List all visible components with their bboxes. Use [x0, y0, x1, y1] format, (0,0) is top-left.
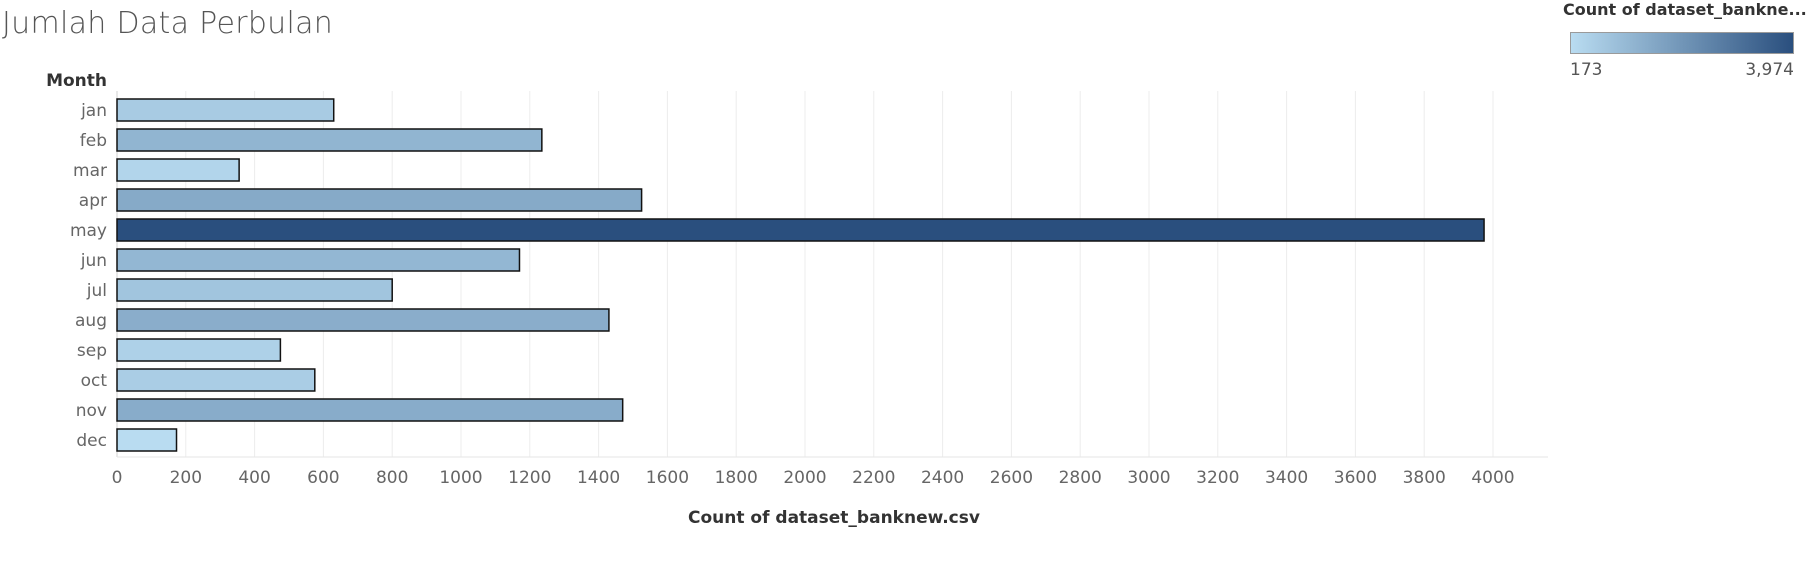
x-tick-label: 2000	[783, 468, 826, 488]
bar-apr[interactable]	[116, 188, 643, 212]
x-tick-label: 1600	[646, 468, 689, 488]
y-tick-labels: jan feb mar apr may jun jul aug sep oct nov dec	[70, 101, 107, 451]
x-tick-label: 3400	[1265, 468, 1308, 488]
y-tick-label-oct: oct	[81, 371, 108, 391]
x-tick-label: 0	[112, 468, 123, 488]
y-tick-label-sep: sep	[77, 341, 107, 361]
x-axis-title: Count of dataset_banknew.csv	[688, 508, 980, 528]
bar-jun[interactable]	[116, 248, 521, 272]
x-tick-label: 1200	[508, 468, 551, 488]
x-tick-label: 2200	[852, 468, 895, 488]
y-tick-label-aug: aug	[75, 311, 107, 331]
y-tick-label-mar: mar	[73, 161, 107, 181]
bar-sep[interactable]	[116, 338, 282, 362]
bar-nov[interactable]	[116, 398, 624, 422]
legend-max-label: 3,974	[1745, 60, 1794, 80]
y-tick-label-feb: feb	[80, 131, 107, 151]
bar-dec[interactable]	[116, 428, 178, 452]
color-legend-gradient	[1570, 32, 1794, 54]
x-tick-label: 400	[238, 468, 270, 488]
x-tick-label: 2600	[990, 468, 1033, 488]
bar-oct[interactable]	[116, 368, 316, 392]
x-tick-label: 800	[376, 468, 408, 488]
legend-min-label: 173	[1570, 60, 1603, 80]
bar-aug[interactable]	[116, 308, 610, 332]
x-tick-label: 3000	[1127, 468, 1170, 488]
x-tick-label: 3600	[1334, 468, 1377, 488]
bar-feb[interactable]	[116, 128, 543, 152]
x-tick-label: 600	[307, 468, 339, 488]
x-tick-label: 1400	[577, 468, 620, 488]
bar-jul[interactable]	[116, 278, 393, 302]
x-tick-label: 3200	[1196, 468, 1239, 488]
x-tick-label: 1000	[439, 468, 482, 488]
bars	[116, 98, 1485, 452]
x-tick-label: 2400	[921, 468, 964, 488]
bar-may[interactable]	[116, 218, 1485, 242]
y-tick-label-jul: jul	[86, 281, 107, 301]
x-tick-label: 4000	[1471, 468, 1514, 488]
bar-jan[interactable]	[116, 98, 335, 122]
y-tick-label-dec: dec	[76, 431, 107, 451]
x-tick-label: 2800	[1059, 468, 1102, 488]
y-tick-label-apr: apr	[79, 191, 107, 211]
x-tick-label: 3800	[1403, 468, 1446, 488]
y-tick-label-nov: nov	[76, 401, 107, 421]
y-axis-title: Month	[46, 71, 107, 91]
y-tick-label-jun: jun	[80, 251, 107, 271]
x-tick-label: 1800	[715, 468, 758, 488]
chart-title: Jumlah Data Perbulan	[2, 6, 334, 41]
y-tick-label-jan: jan	[80, 101, 107, 121]
bar-mar[interactable]	[116, 158, 240, 182]
x-tick-labels: 0 200 400 600 800 1000 1200 1400 1600 1800 2000 220…	[112, 468, 1515, 488]
x-tick-label: 200	[170, 468, 202, 488]
y-tick-label-may: may	[70, 221, 107, 241]
gridlines	[116, 91, 1548, 458]
